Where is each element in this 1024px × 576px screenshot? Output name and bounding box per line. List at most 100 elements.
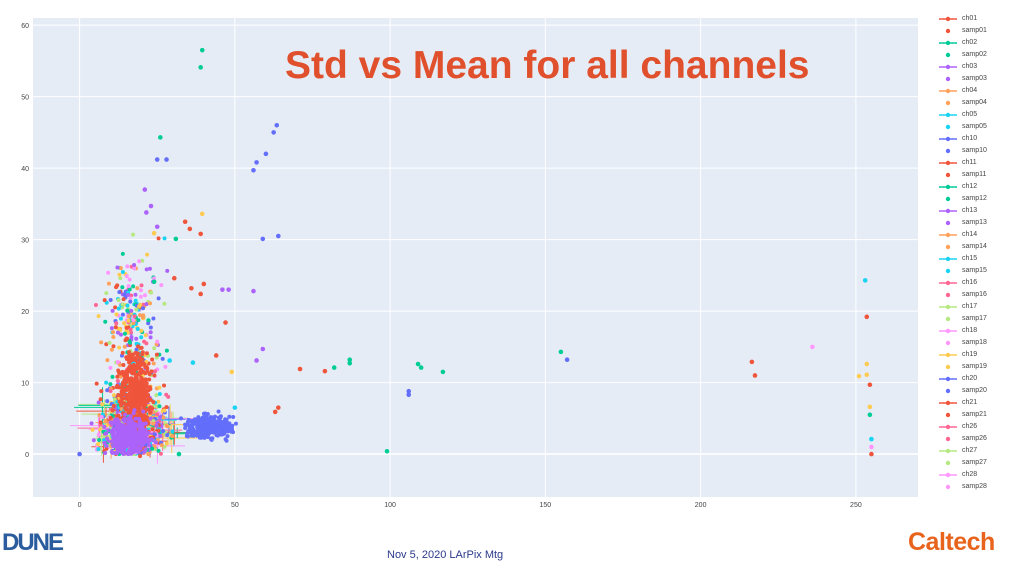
legend-symbol (945, 28, 951, 34)
cluster-point (121, 297, 126, 302)
cluster-point (117, 444, 122, 449)
cluster-point (103, 419, 108, 424)
cluster-point (162, 236, 167, 241)
data-point-samp03 (154, 224, 160, 230)
dune-logo-text: DUNE (2, 529, 64, 556)
cluster-point (106, 281, 111, 286)
cluster-point (99, 415, 104, 420)
legend-item-samp26[interactable]: samp26 (934, 433, 1004, 445)
cluster-point (119, 395, 124, 400)
legend-item-ch21[interactable]: ch21 (934, 397, 1004, 409)
legend-item-ch14[interactable]: ch14 (934, 229, 1004, 241)
legend-item-samp27[interactable]: samp27 (934, 457, 1004, 469)
cluster-point (115, 330, 120, 335)
cluster-point (95, 442, 100, 447)
legend-item-ch17[interactable]: ch17 (934, 301, 1004, 313)
cluster-point (142, 439, 147, 444)
legend-item-samp15[interactable]: samp15 (934, 265, 1004, 277)
legend-item-samp20[interactable]: samp20 (934, 385, 1004, 397)
cluster-point (198, 427, 203, 432)
legend-item-ch11[interactable]: ch11 (934, 157, 1004, 169)
legend-item-ch05[interactable]: ch05 (934, 109, 1004, 121)
cluster-point (153, 369, 158, 374)
legend-item-ch12[interactable]: ch12 (934, 181, 1004, 193)
cluster-point (118, 428, 123, 433)
legend-item-samp05[interactable]: samp05 (934, 121, 1004, 133)
legend-symbol (945, 412, 951, 418)
legend-item-ch10[interactable]: ch10 (934, 133, 1004, 145)
data-point-samp18 (810, 344, 815, 350)
cluster-point (108, 415, 113, 420)
legend-label: samp13 (962, 219, 987, 226)
data-point-samp01 (272, 409, 278, 415)
cluster-point (154, 423, 159, 428)
legend-item-ch28[interactable]: ch28 (934, 469, 1004, 481)
cluster-point (123, 412, 128, 417)
legend-item-ch20[interactable]: ch20 (934, 373, 1004, 385)
legend-item-samp03[interactable]: samp03 (934, 73, 1004, 85)
cluster-point (138, 358, 143, 363)
cluster-point (186, 429, 191, 434)
legend-item-samp10[interactable]: samp10 (934, 145, 1004, 157)
legend-item-samp28[interactable]: samp28 (934, 481, 1004, 493)
legend-item-ch01[interactable]: ch01 (934, 13, 1004, 25)
legend-item-samp18[interactable]: samp18 (934, 337, 1004, 349)
cluster-point (111, 434, 116, 439)
cluster-point (103, 451, 108, 456)
legend-item-ch16[interactable]: ch16 (934, 277, 1004, 289)
legend-item-samp17[interactable]: samp17 (934, 313, 1004, 325)
data-point-samp03 (260, 346, 266, 352)
cluster-point (111, 393, 116, 398)
legend-item-ch03[interactable]: ch03 (934, 61, 1004, 73)
cluster-point (142, 449, 147, 454)
data-point-samp02 (558, 349, 564, 355)
cluster-point (199, 435, 204, 440)
legend-item-samp11[interactable]: samp11 (934, 169, 1004, 181)
y-axis-ticks: 0 10 20 30 40 50 60 (21, 23, 29, 459)
legend-item-samp14[interactable]: samp14 (934, 241, 1004, 253)
legend-item-ch02[interactable]: ch02 (934, 37, 1004, 49)
cluster-point (146, 452, 151, 457)
legend-item-ch15[interactable]: ch15 (934, 253, 1004, 265)
legend-item-ch13[interactable]: ch13 (934, 205, 1004, 217)
cluster-point (224, 438, 229, 443)
legend-item-samp01[interactable]: samp01 (934, 25, 1004, 37)
cluster-point (120, 270, 125, 275)
cluster-point (120, 251, 125, 256)
caltech-logo: Caltech (908, 528, 995, 556)
legend-item-samp16[interactable]: samp16 (934, 289, 1004, 301)
x-tick-label: 100 (384, 502, 396, 509)
legend-item-ch19[interactable]: ch19 (934, 349, 1004, 361)
cluster-point (131, 321, 136, 326)
legend-item-ch04[interactable]: ch04 (934, 85, 1004, 97)
legend-item-samp13[interactable]: samp13 (934, 217, 1004, 229)
cluster-point (202, 435, 207, 440)
cluster-point (170, 434, 175, 439)
legend-item-ch27[interactable]: ch27 (934, 445, 1004, 457)
legend-item-ch26[interactable]: ch26 (934, 421, 1004, 433)
legend-symbol (945, 148, 951, 154)
cluster-point (131, 284, 136, 289)
cluster-point (141, 361, 146, 366)
legend-item-samp21[interactable]: samp21 (934, 409, 1004, 421)
cluster-point (231, 430, 236, 435)
cluster-point (144, 267, 149, 272)
legend-label: samp11 (962, 171, 987, 178)
data-point-samp02 (173, 236, 179, 242)
cluster-point (144, 351, 149, 356)
chart-legend[interactable]: ch01 samp01 ch02 samp02 ch03 samp03 ch04 samp04… (934, 13, 1004, 498)
legend-item-samp12[interactable]: samp12 (934, 193, 1004, 205)
legend-item-ch18[interactable]: ch18 (934, 325, 1004, 337)
data-point-samp01 (869, 451, 874, 457)
legend-label: samp20 (962, 387, 987, 394)
legend-item-samp19[interactable]: samp19 (934, 361, 1004, 373)
data-point-samp02 (347, 357, 353, 363)
cluster-point (145, 252, 150, 257)
legend-label: ch02 (962, 39, 978, 46)
data-point-samp15 (856, 373, 862, 379)
legend-label: ch20 (962, 375, 978, 382)
legend-item-samp04[interactable]: samp04 (934, 97, 1004, 109)
legend-item-samp02[interactable]: samp02 (934, 49, 1004, 61)
legend-label: samp21 (962, 411, 987, 418)
